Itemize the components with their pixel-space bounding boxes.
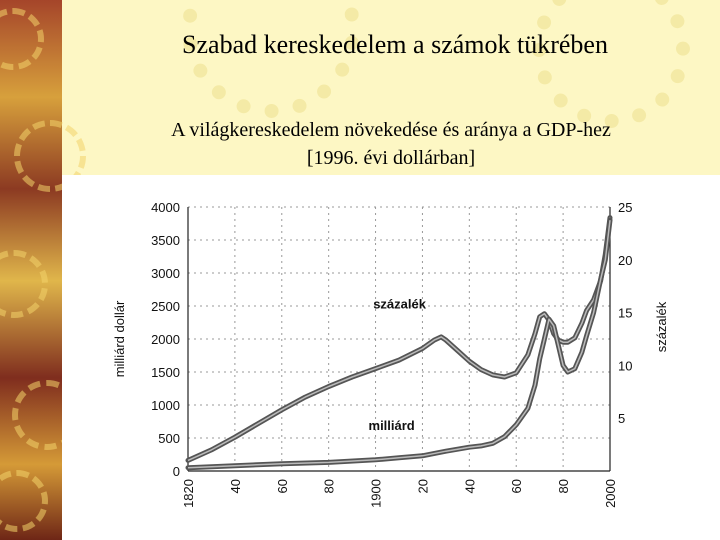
y2-tick-label: 10 — [618, 358, 632, 373]
x-tick-label: 20 — [415, 479, 430, 493]
slide-title: Szabad kereskedelem a számok tükrében — [182, 30, 608, 59]
x-tick-label: 80 — [556, 479, 571, 493]
y-axis-title: milliárd dollár — [112, 300, 127, 377]
x-tick-label: 40 — [228, 479, 243, 493]
y2-tick-label: 15 — [618, 306, 632, 321]
chart-labels: milliárd dollár százalék százalék milliárd — [112, 296, 669, 433]
series-line-highlight — [187, 220, 611, 469]
y2-tick-label: 25 — [618, 200, 632, 215]
chart-series — [185, 215, 613, 471]
x-tick-label: 80 — [322, 479, 337, 493]
slide-subtitle: A világkereskedelem növekedése és aránya… — [62, 116, 720, 172]
series-label-percent: százalék — [373, 296, 427, 311]
chart-ticks: 0 500 1000 1500 2000 2500 3000 3500 4000 5 10 15 20 2… — [151, 200, 632, 508]
gear-icon — [0, 8, 44, 70]
y2-tick-label: 20 — [618, 253, 632, 268]
decorative-side-strip — [0, 0, 86, 540]
y-tick-label: 2500 — [151, 299, 180, 314]
chart-panel: 0 500 1000 1500 2000 2500 3000 3500 4000 5 10 15 20 2… — [62, 175, 720, 540]
cog-watermark-icon — [532, 0, 690, 128]
x-tick-label: 2000 — [603, 479, 618, 508]
x-tick-label: 1900 — [369, 479, 384, 508]
x-tick-label: 60 — [509, 479, 524, 493]
chart-axes — [187, 207, 611, 472]
y-tick-label: 3500 — [151, 233, 180, 248]
series-line-highlight — [187, 217, 611, 462]
gear-icon — [0, 470, 48, 532]
y2-tick-label: 5 — [618, 411, 625, 426]
subtitle-line-1: A világkereskedelem növekedése és aránya… — [171, 119, 611, 141]
gear-icon — [0, 250, 48, 318]
y-tick-label: 4000 — [151, 200, 180, 215]
x-tick-label: 1820 — [181, 479, 196, 508]
y-tick-label: 0 — [173, 464, 180, 479]
gear-icon — [14, 120, 86, 192]
x-tick-label: 40 — [462, 479, 477, 493]
y-tick-label: 1000 — [151, 398, 180, 413]
y-tick-label: 1500 — [151, 365, 180, 380]
background-cogs — [62, 0, 720, 540]
subtitle-line-2: [1996. évi dollárban] — [306, 147, 476, 169]
trade-growth-chart: 0 500 1000 1500 2000 2500 3000 3500 4000 5 10 15 20 2… — [112, 200, 669, 508]
y-tick-label: 3000 — [151, 266, 180, 281]
y2-axis-title: százalék — [654, 301, 669, 352]
x-tick-label: 60 — [275, 479, 290, 493]
y-tick-label: 2000 — [151, 332, 180, 347]
y-tick-label: 500 — [158, 431, 180, 446]
series-label-billion: milliárd — [369, 418, 415, 433]
